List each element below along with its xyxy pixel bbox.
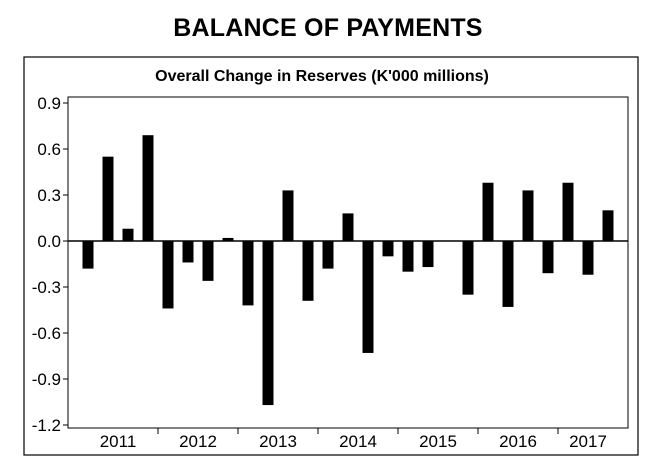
bar: [422, 241, 434, 268]
y-tick-label: -0.3: [32, 278, 61, 297]
bar: [522, 190, 534, 241]
y-tick-label: -0.9: [32, 370, 61, 389]
bar: [302, 241, 314, 301]
x-tick-label: 2012: [179, 432, 217, 451]
x-tick-label: 2011: [100, 432, 137, 451]
bar: [282, 190, 294, 241]
x-tick-label: 2013: [259, 432, 297, 451]
bar: [482, 182, 494, 241]
bars: [82, 135, 614, 406]
bar: [542, 241, 554, 274]
bar: [122, 228, 134, 241]
y-tick-label: 0.3: [37, 186, 61, 205]
bar: [222, 237, 234, 241]
bar: [102, 156, 114, 241]
y-tick-label: -1.2: [32, 416, 61, 435]
page-title: BALANCE OF PAYMENTS: [173, 14, 483, 42]
y-tick-label: 0.9: [37, 94, 61, 113]
bar: [202, 241, 214, 281]
bar: [462, 241, 474, 295]
bar: [502, 241, 514, 307]
bar: [342, 213, 354, 241]
bar: [162, 241, 174, 309]
bar: [362, 241, 374, 353]
bar: [402, 241, 414, 272]
bar: [562, 182, 574, 241]
y-tick-label: 0.6: [37, 140, 61, 159]
x-tick-label: 2015: [419, 432, 457, 451]
bar: [382, 241, 394, 257]
x-tick-label: 2016: [499, 432, 537, 451]
bar: [262, 241, 274, 406]
bar: [182, 241, 194, 263]
y-tick-label: 0.0: [37, 232, 61, 251]
bar: [82, 241, 94, 269]
bar: [582, 241, 594, 275]
y-tick-label: -0.6: [32, 324, 61, 343]
bar: [142, 135, 154, 241]
bar: [602, 210, 614, 241]
bar: [242, 241, 254, 306]
bar: [322, 241, 334, 269]
x-tick-label: 2017: [569, 432, 607, 451]
x-axis: 2011 2012 2013 2014 2015 2016 2017: [100, 428, 607, 451]
chart-subtitle: Overall Change in Reserves (K'000 millio…: [155, 68, 489, 85]
x-tick-label: 2014: [339, 432, 377, 451]
y-axis: 0.9 0.6 0.3 0.0 -0.3 -0.6 -0.9 -1.2: [32, 94, 68, 435]
